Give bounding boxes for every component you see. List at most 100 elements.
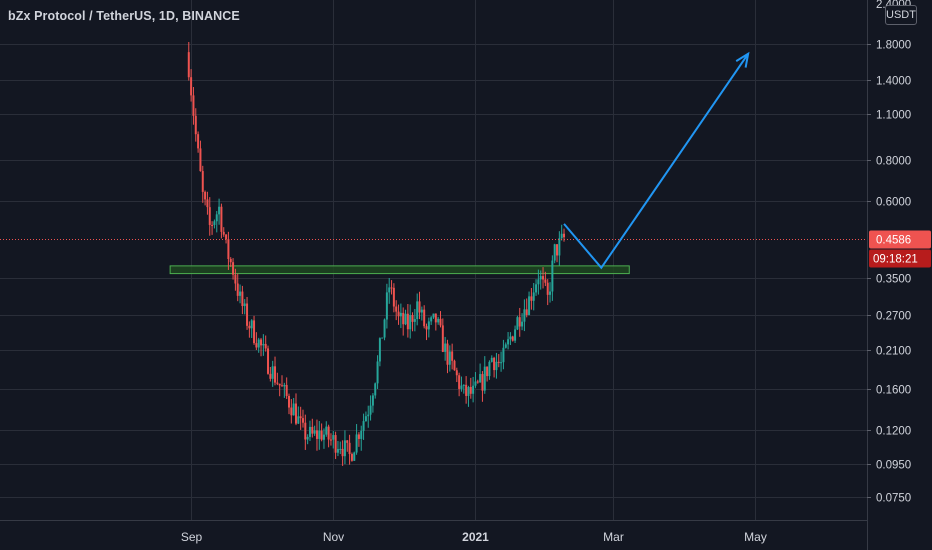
candle-body [213, 221, 216, 225]
candle-body [553, 244, 556, 261]
candle-body [434, 313, 437, 323]
candle-body [465, 384, 468, 396]
candle-body [218, 206, 221, 215]
y-tick-label: 0.0950 [876, 460, 911, 472]
candle-body [486, 366, 489, 377]
candle-body [234, 274, 237, 284]
candle-body [267, 348, 270, 374]
candle-body [455, 370, 458, 376]
candle-body [558, 238, 561, 256]
candle-body [253, 320, 256, 344]
candle-body [246, 303, 249, 326]
candle-body [243, 303, 246, 307]
candle-body [262, 343, 265, 346]
candle-body [357, 434, 360, 439]
grid-lines [0, 0, 867, 520]
candle-body [236, 283, 239, 296]
projection-line[interactable] [563, 53, 749, 270]
candle-body [469, 387, 472, 394]
candle-body [560, 233, 563, 239]
candle-body [308, 426, 311, 437]
candle-body [327, 426, 330, 440]
candle-body [348, 442, 351, 455]
y-tick-label: 0.6000 [876, 197, 911, 209]
candle-body [283, 384, 286, 387]
candle-body [439, 318, 442, 326]
projection-arrow[interactable] [563, 51, 750, 270]
support-zone[interactable] [169, 265, 630, 275]
y-tick-label: 0.1200 [876, 426, 911, 438]
candle-body [413, 319, 416, 322]
arrow-head [735, 51, 750, 68]
candle-body [292, 403, 295, 416]
candle-body [525, 309, 528, 315]
candle-body [474, 381, 477, 386]
candle-body [521, 321, 524, 327]
candle-body [551, 260, 554, 292]
candle-body [239, 291, 242, 296]
candle-body [530, 296, 533, 301]
candle-body [453, 360, 456, 371]
y-tick-label: 0.2700 [876, 311, 911, 323]
candle-body [353, 452, 356, 461]
candle-body [395, 306, 398, 312]
last-price-badge [869, 230, 931, 249]
candle-body [514, 329, 517, 341]
candle-body [406, 313, 409, 330]
candle-body [257, 339, 260, 348]
candle-body [322, 434, 325, 440]
candle-body [276, 382, 279, 384]
candle-body [306, 436, 309, 440]
candle-body [187, 52, 190, 78]
candle-body [364, 416, 367, 422]
candle-body [374, 383, 377, 396]
candle-body [399, 312, 402, 317]
candle-body [227, 239, 230, 259]
candle-body [334, 435, 337, 453]
currency-button[interactable]: USDT [885, 5, 917, 25]
x-tick-label: May [744, 530, 767, 544]
candle-body [509, 336, 512, 340]
candle-body [271, 366, 274, 379]
candle-body [490, 357, 493, 362]
candle-body [556, 244, 559, 256]
candle-body [502, 347, 505, 363]
y-tick-label: 0.3500 [876, 274, 911, 286]
candle-body [194, 115, 197, 135]
candle-body [383, 319, 386, 338]
candle-body [427, 321, 430, 330]
candle-body [542, 276, 545, 280]
candle-body [197, 134, 200, 149]
x-tick-label: Nov [323, 530, 344, 544]
candle-body [483, 366, 486, 391]
candle-body [339, 448, 342, 450]
candle-body [388, 287, 391, 293]
candle-body [462, 384, 465, 386]
candle-body [472, 385, 475, 394]
candle-body [402, 312, 405, 325]
candle-body [260, 339, 263, 346]
y-tick-label: 0.2100 [876, 346, 911, 358]
candle-body [313, 430, 316, 434]
support-zone-rect[interactable] [169, 265, 630, 275]
candle-body [208, 207, 211, 225]
candle-body [523, 309, 526, 322]
candle-body [460, 385, 463, 389]
candle-body [511, 336, 514, 341]
candle-body [315, 430, 318, 439]
chart-title: bZx Protocol / TetherUS, 1D, BINANCE [8, 9, 240, 23]
candle-body [190, 77, 193, 96]
candle-body [432, 313, 435, 318]
candle-body [504, 344, 507, 348]
candle-body [199, 148, 202, 172]
price-axis-panel [867, 0, 932, 550]
candle-body [346, 440, 349, 443]
candle-body [320, 430, 323, 440]
candle-body [535, 284, 538, 293]
candle-body [192, 95, 195, 116]
candle-body [409, 314, 412, 330]
candle-body [516, 317, 519, 330]
candle-body [546, 282, 549, 295]
